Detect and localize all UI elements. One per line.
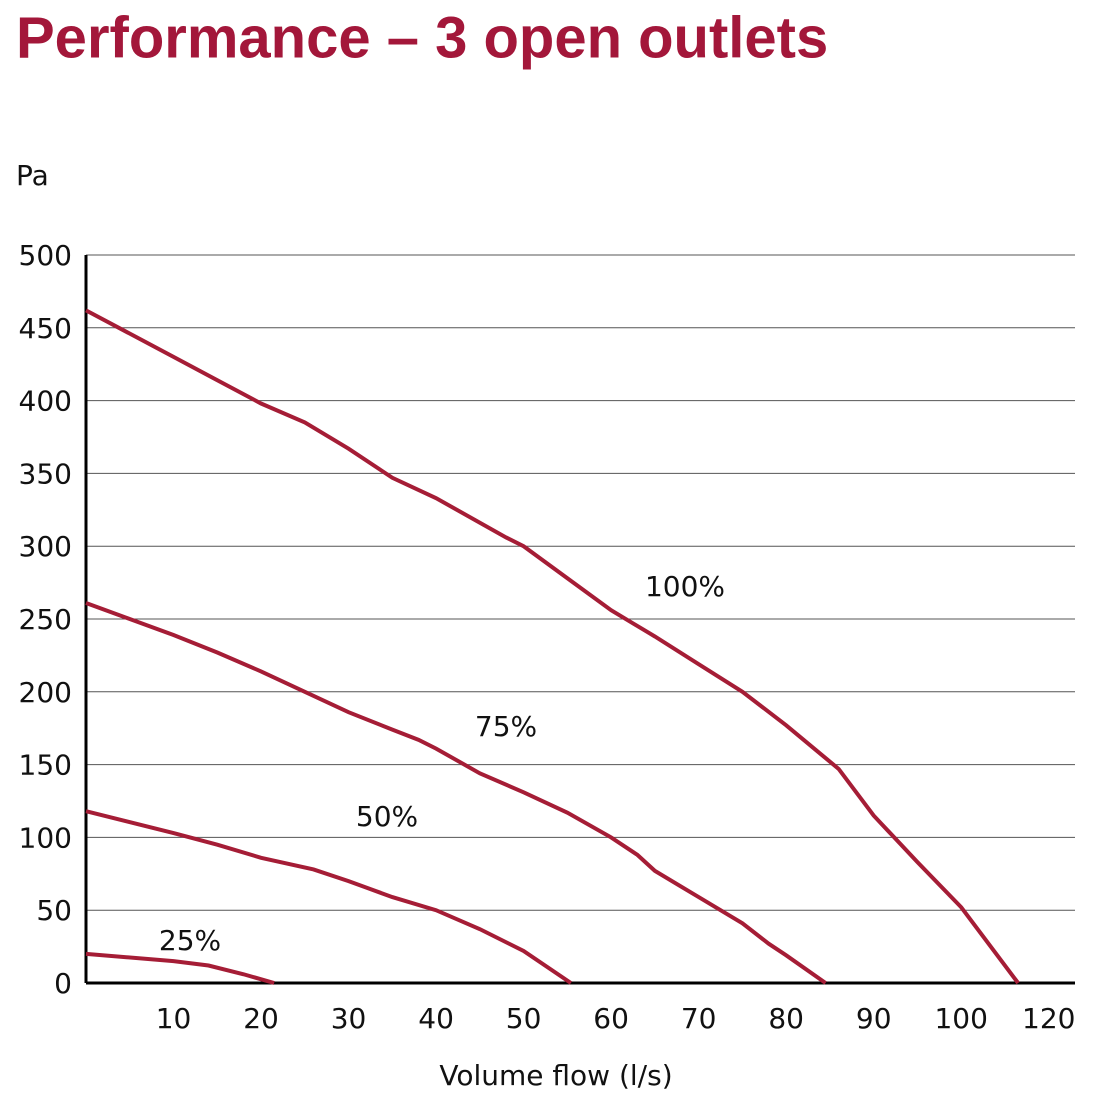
y-axis-label: Pa <box>16 159 49 192</box>
y-tick-label: 150 <box>19 749 72 782</box>
curve <box>85 601 827 985</box>
y-tick-label: 100 <box>19 821 72 854</box>
x-tick-label: 10 <box>156 1002 192 1035</box>
x-tick-label: 100 <box>934 1002 987 1035</box>
y-tick-label: 200 <box>19 676 72 709</box>
curve-label: 50% <box>356 800 418 833</box>
x-tick-label: 40 <box>418 1002 454 1035</box>
y-tick-label: 250 <box>19 603 72 636</box>
curve-label: 100% <box>645 570 725 603</box>
x-tick-label: 30 <box>331 1002 367 1035</box>
x-tick-label: 60 <box>593 1002 629 1035</box>
curve <box>85 951 275 985</box>
x-tick-label: 80 <box>768 1002 804 1035</box>
y-tick-label: 400 <box>19 385 72 418</box>
chart-title: Performance – 3 open outlets <box>16 5 828 70</box>
curve <box>85 809 572 985</box>
x-tick-label: 50 <box>506 1002 542 1035</box>
y-tick-label: 0 <box>54 967 72 1000</box>
y-tick-label: 450 <box>19 312 72 345</box>
x-tick-label: 20 <box>243 1002 279 1035</box>
x-tick-label: 120 <box>1022 1002 1075 1035</box>
x-axis-label: Volume flow (l/s) <box>439 1059 672 1092</box>
curve-label: 25% <box>159 924 221 957</box>
y-tick-label: 300 <box>19 530 72 563</box>
curve <box>85 308 1020 985</box>
y-tick-label: 50 <box>36 894 72 927</box>
x-tick-label: 90 <box>856 1002 892 1035</box>
y-tick-label: 500 <box>19 239 72 272</box>
curve-label: 75% <box>475 710 537 743</box>
x-tick-label: 70 <box>681 1002 717 1035</box>
y-tick-label: 350 <box>19 457 72 490</box>
